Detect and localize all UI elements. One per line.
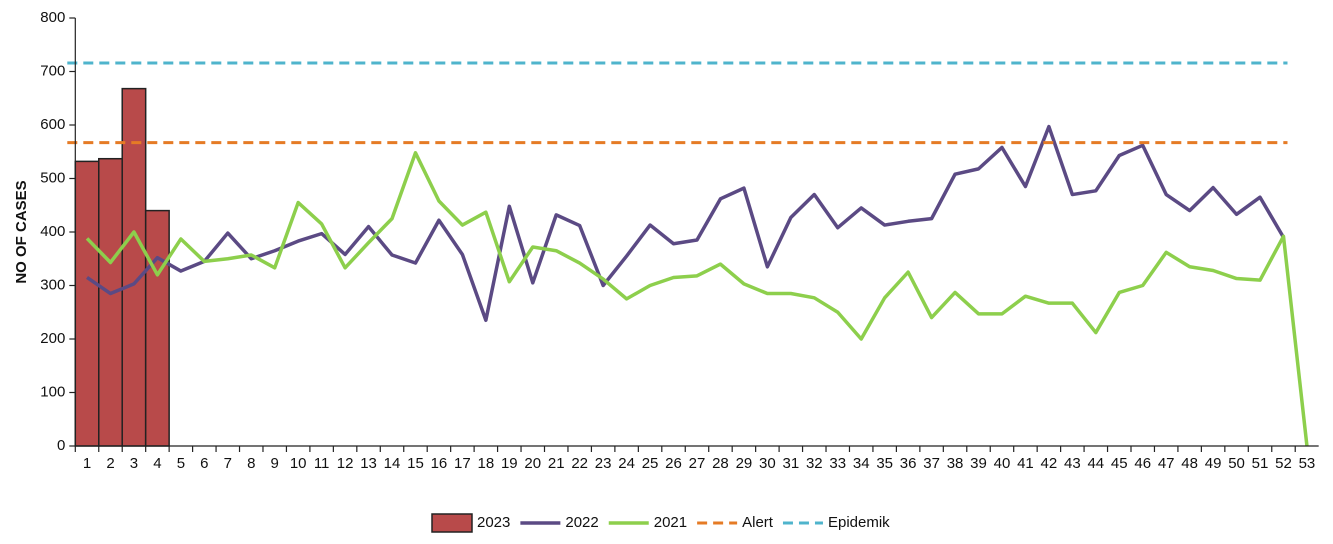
- x-tick-label: 52: [1275, 455, 1292, 472]
- legend-label: 2022: [565, 514, 598, 531]
- x-tick-label: 27: [689, 455, 706, 472]
- y-tick-label: 600: [40, 116, 65, 133]
- x-tick-label: 32: [806, 455, 823, 472]
- x-tick-label: 8: [247, 455, 255, 472]
- x-tick-label: 7: [224, 455, 232, 472]
- x-tick-label: 41: [1017, 455, 1034, 472]
- x-tick-label: 31: [782, 455, 799, 472]
- y-tick-label: 700: [40, 62, 65, 79]
- x-tick-label: 5: [177, 455, 185, 472]
- x-tick-label: 29: [736, 455, 753, 472]
- x-tick-label: 23: [595, 455, 612, 472]
- x-tick-label: 26: [665, 455, 682, 472]
- x-tick-label: 39: [970, 455, 987, 472]
- x-tick-label: 30: [759, 455, 776, 472]
- x-tick-label: 10: [290, 455, 307, 472]
- x-tick-label: 42: [1041, 455, 1058, 472]
- legend-label: Alert: [742, 514, 774, 531]
- y-tick-label: 500: [40, 169, 65, 186]
- x-tick-label: 2: [106, 455, 114, 472]
- y-tick-label: 100: [40, 383, 65, 400]
- x-tick-label: 34: [853, 455, 870, 472]
- x-tick-label: 28: [712, 455, 729, 472]
- legend-swatch: [431, 513, 473, 533]
- legend-label: Epidemik: [828, 514, 890, 531]
- x-tick-label: 33: [829, 455, 846, 472]
- x-tick-label: 15: [407, 455, 424, 472]
- x-tick-label: 35: [876, 455, 893, 472]
- x-tick-label: 36: [900, 455, 917, 472]
- x-tick-label: 20: [524, 455, 541, 472]
- x-tick-label: 18: [478, 455, 495, 472]
- y-tick-label: 200: [40, 330, 65, 347]
- x-tick-label: 22: [571, 455, 588, 472]
- x-tick-label: 19: [501, 455, 518, 472]
- x-tick-label: 46: [1134, 455, 1151, 472]
- legend-label: 2021: [654, 514, 687, 531]
- x-tick-label: 50: [1228, 455, 1245, 472]
- x-tick-label: 53: [1299, 455, 1316, 472]
- x-tick-label: 9: [271, 455, 279, 472]
- x-tick-label: 17: [454, 455, 471, 472]
- bar: [74, 160, 100, 447]
- y-tick-label: 300: [40, 276, 65, 293]
- x-tick-label: 12: [337, 455, 354, 472]
- line-series: [85, 151, 1309, 447]
- x-tick-label: 47: [1158, 455, 1175, 472]
- x-tick-label: 11: [314, 455, 330, 472]
- legend-label: 2023: [477, 514, 510, 531]
- line-series: [86, 124, 1286, 323]
- x-tick-label: 48: [1181, 455, 1198, 472]
- x-tick-label: 4: [153, 455, 161, 472]
- x-tick-label: 37: [923, 455, 940, 472]
- x-tick-label: 51: [1252, 455, 1269, 472]
- bar: [98, 157, 123, 447]
- x-tick-label: 38: [947, 455, 964, 472]
- x-tick-label: 24: [618, 455, 635, 472]
- y-tick-label: 0: [57, 437, 65, 454]
- x-tick-label: 40: [994, 455, 1011, 472]
- x-tick-label: 49: [1205, 455, 1222, 472]
- x-tick-label: 21: [548, 455, 565, 472]
- y-tick-label: 800: [40, 9, 65, 26]
- y-tick-label: 400: [40, 223, 65, 240]
- x-tick-label: 3: [130, 455, 138, 472]
- x-tick-label: 14: [384, 455, 401, 472]
- x-tick-label: 45: [1111, 455, 1128, 472]
- bar: [144, 209, 170, 447]
- x-tick-label: 25: [642, 455, 659, 472]
- x-tick-label: 6: [200, 455, 208, 472]
- x-tick-label: 43: [1064, 455, 1081, 472]
- x-tick-label: 44: [1087, 455, 1104, 472]
- x-tick-label: 13: [360, 455, 377, 472]
- y-axis-title: NO OF CASES: [13, 180, 30, 283]
- x-tick-label: 1: [83, 455, 91, 472]
- x-tick-label: 16: [431, 455, 448, 472]
